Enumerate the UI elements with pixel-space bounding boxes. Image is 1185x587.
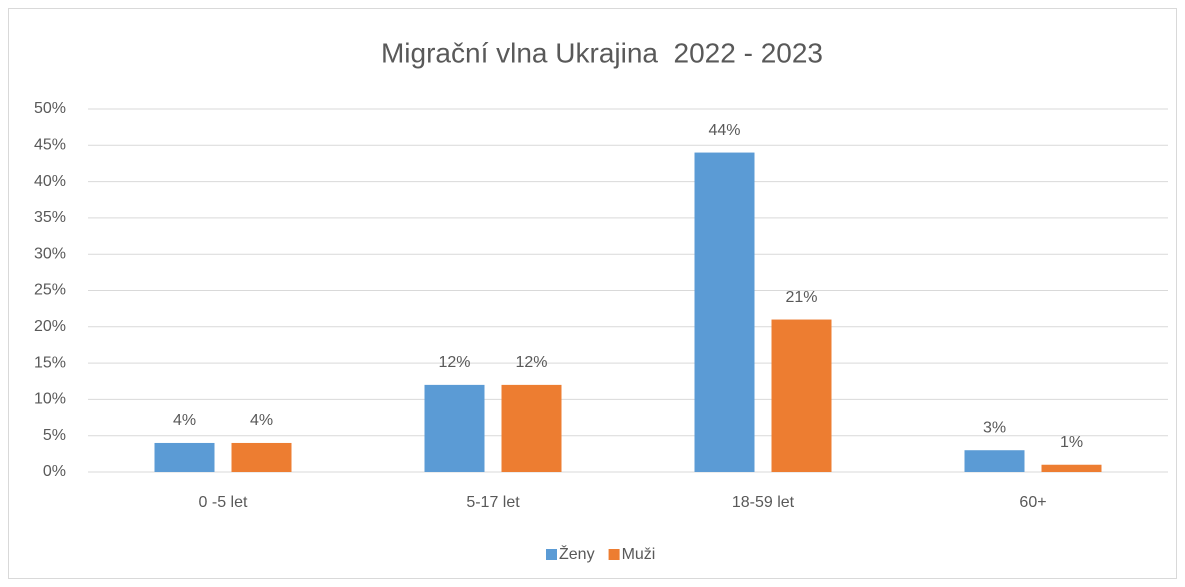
y-tick-label: 5% [43, 427, 66, 444]
legend-swatch [546, 549, 557, 560]
data-label: 12% [515, 354, 547, 371]
y-tick-label: 15% [34, 354, 66, 371]
legend-label: Muži [622, 546, 656, 563]
bar [1041, 464, 1102, 472]
data-label: 44% [708, 122, 740, 139]
y-tick-label: 35% [34, 209, 66, 226]
bar [424, 384, 485, 472]
y-tick-label: 20% [34, 318, 66, 335]
data-label: 12% [438, 354, 470, 371]
y-tick-label: 0% [43, 463, 66, 480]
bar [771, 319, 832, 472]
data-label: 4% [173, 412, 196, 429]
legend-swatch [608, 549, 620, 560]
x-tick-label: 18-59 let [732, 494, 795, 511]
bar [154, 442, 215, 472]
bar [694, 152, 755, 472]
y-tick-label: 30% [34, 245, 66, 262]
bar [231, 442, 292, 472]
bar [964, 450, 1025, 472]
y-tick-label: 40% [34, 173, 66, 190]
chart-border [8, 8, 1177, 579]
data-label: 1% [1060, 434, 1083, 451]
x-tick-label: 0 -5 let [199, 494, 248, 511]
data-label: 4% [250, 412, 273, 429]
y-tick-label: 50% [34, 100, 66, 117]
legend-label: Ženy [559, 544, 595, 563]
x-tick-label: 60+ [1019, 494, 1046, 511]
y-tick-label: 25% [34, 282, 66, 299]
y-tick-label: 10% [34, 391, 66, 408]
data-label: 21% [785, 289, 817, 306]
data-label: 3% [983, 419, 1006, 436]
x-tick-label: 5-17 let [466, 494, 520, 511]
bar [501, 384, 562, 472]
y-tick-label: 45% [34, 137, 66, 154]
chart-title: Migrační vlna Ukrajina 2022 - 2023 [381, 37, 823, 68]
